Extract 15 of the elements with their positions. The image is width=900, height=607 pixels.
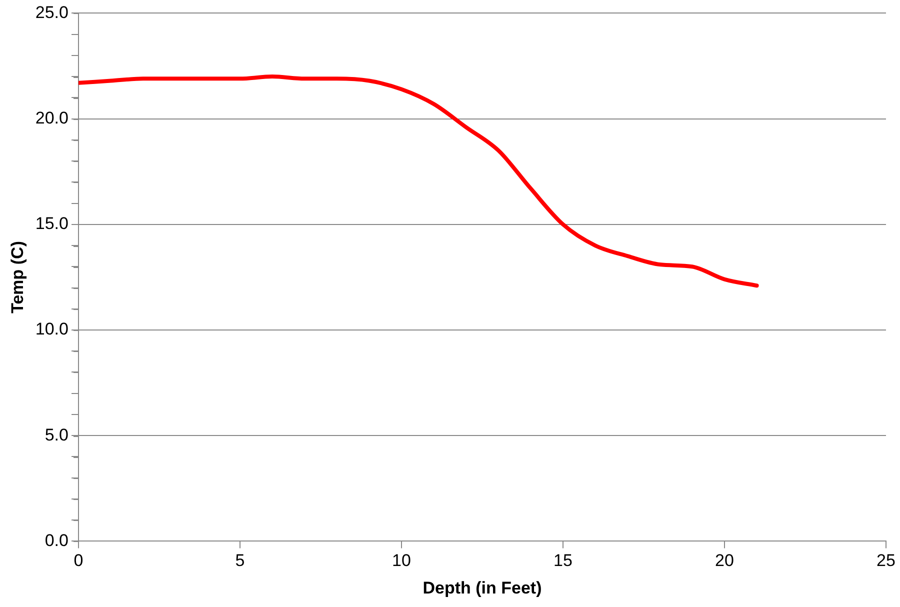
y-tick-label: 5.0: [44, 425, 68, 444]
y-tick-label: 10.0: [35, 320, 68, 339]
y-tick-label: 20.0: [35, 108, 68, 128]
x-tick-label: 15: [554, 551, 572, 570]
x-tick-label: 5: [235, 551, 245, 570]
line-series: [78, 74, 759, 288]
y-tick-label: 25.0: [35, 2, 68, 22]
y-axis-title: Temp (C): [8, 240, 27, 314]
y-tick-label: 15.0: [35, 214, 68, 234]
y-tick-label: 0.0: [44, 530, 68, 550]
x-tick-label: 20: [715, 551, 734, 570]
x-tick-label: 0: [74, 551, 84, 570]
x-axis-title: Depth (in Feet): [422, 578, 542, 598]
x-tick-label: 10: [392, 551, 411, 570]
x-tick-label: 25: [876, 551, 896, 570]
